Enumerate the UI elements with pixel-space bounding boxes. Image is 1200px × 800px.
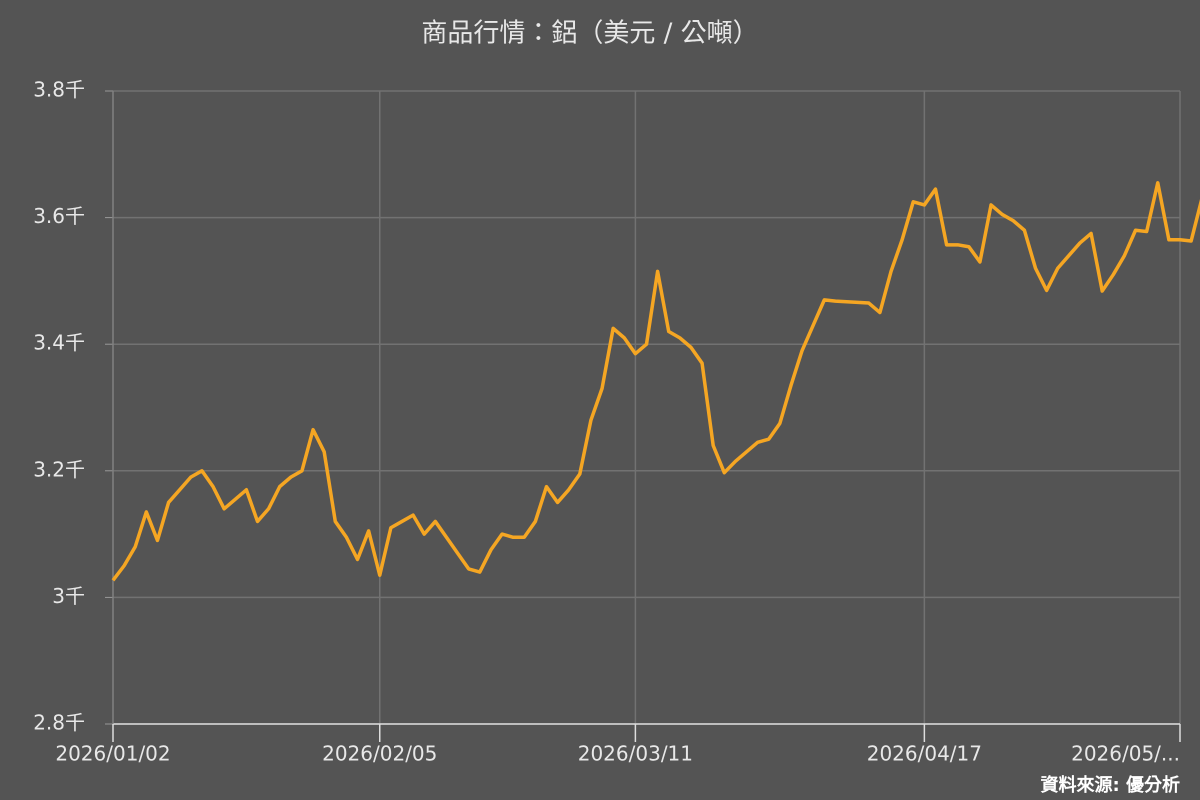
y-tick-label: 3.2千 bbox=[33, 457, 85, 481]
x-tick-label: 2026/05/... bbox=[1071, 742, 1180, 766]
x-tick-label: 2026/02/05 bbox=[322, 742, 437, 766]
source-note: 資料來源: 優分析 bbox=[1041, 774, 1180, 796]
x-tick-label: 2026/03/11 bbox=[578, 742, 693, 766]
x-tick-label: 2026/04/17 bbox=[867, 742, 982, 766]
y-tick-label: 3.6千 bbox=[33, 204, 85, 228]
y-tick-label: 3千 bbox=[52, 584, 85, 608]
y-tick-label: 3.4千 bbox=[33, 331, 85, 355]
chart-title: 商品行情：鋁（美元 / 公噸） bbox=[421, 19, 758, 49]
data-line bbox=[111, 181, 1200, 582]
y-tick-label: 2.8千 bbox=[33, 711, 85, 735]
y-tick-label: 3.8千 bbox=[33, 78, 85, 102]
x-tick-label: 2026/01/02 bbox=[55, 742, 170, 766]
